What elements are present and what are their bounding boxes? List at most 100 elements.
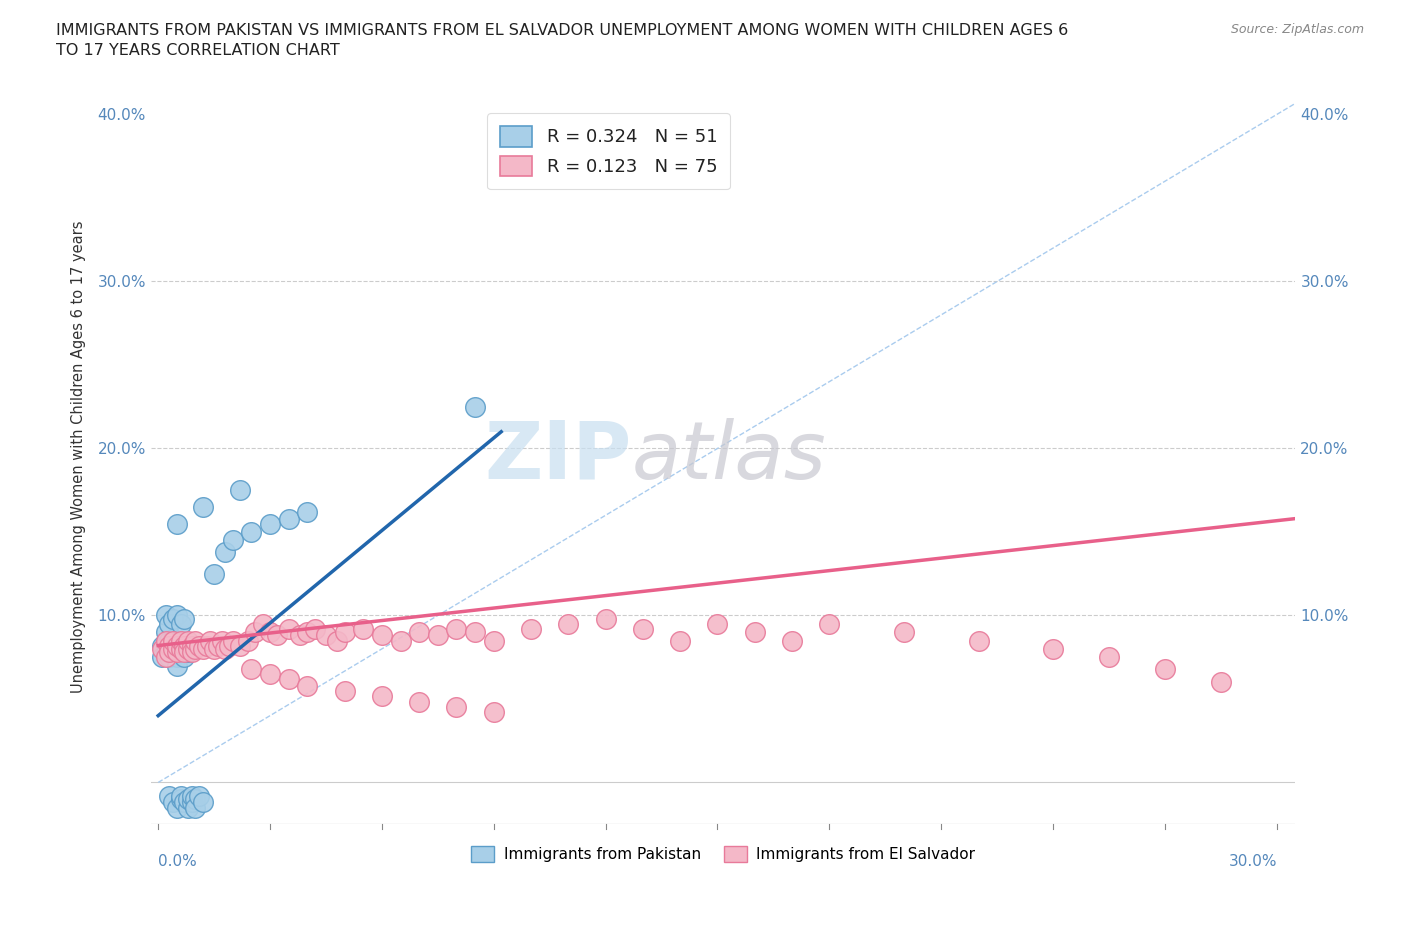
Point [173,611,195,626]
Point [297,678,319,693]
Point [520,157,543,172]
Point [288,628,311,643]
Point [180,644,202,659]
Point [177,644,200,659]
Point [297,504,319,519]
Point [184,642,207,657]
Point [446,621,468,636]
Point [180,789,202,804]
Point [166,636,188,651]
Text: 30.0%: 30.0% [1229,855,1277,870]
Point [157,633,180,648]
Point [173,650,195,665]
Point [259,667,281,682]
Point [169,638,191,653]
Point [211,633,233,648]
Point [214,545,236,560]
Point [464,399,486,414]
Point [162,638,184,653]
Point [166,642,188,657]
Point [595,611,617,626]
Point [166,644,188,659]
Point [389,633,412,648]
Point [326,633,349,648]
Point [893,625,915,640]
Point [150,642,173,657]
Point [408,695,430,710]
Point [180,795,202,810]
Point [304,621,326,636]
Text: IMMIGRANTS FROM PAKISTAN VS IMMIGRANTS FROM EL SALVADOR UNEMPLOYMENT AMONG WOMEN: IMMIGRANTS FROM PAKISTAN VS IMMIGRANTS F… [56,23,1069,58]
Point [162,633,184,648]
Point [155,633,177,648]
Point [520,621,543,636]
Point [426,628,449,643]
Point [229,483,252,498]
Point [631,621,654,636]
Point [240,525,263,539]
Point [162,795,184,810]
Point [482,705,505,720]
Point [150,638,173,653]
Point [173,644,195,659]
Point [352,621,374,636]
Point [166,516,188,531]
Point [214,642,236,657]
Point [240,661,263,676]
Text: atlas: atlas [631,418,827,496]
Point [173,795,195,810]
Point [169,617,191,631]
Point [157,642,180,657]
Point [277,512,299,526]
Point [184,791,207,806]
Point [259,625,281,640]
Point [669,633,692,648]
Point [169,642,191,657]
Point [191,499,214,514]
Point [155,633,177,648]
Point [333,684,356,698]
Point [243,625,266,640]
Point [166,658,188,673]
Y-axis label: Unemployment Among Women with Children Ages 6 to 17 years: Unemployment Among Women with Children A… [72,220,86,693]
Point [166,638,188,653]
Point [162,611,184,626]
Point [177,642,200,657]
Point [155,644,177,659]
Point [277,671,299,686]
Point [155,650,177,665]
Point [184,633,207,648]
Point [315,628,337,643]
Point [166,650,188,665]
Point [780,633,803,648]
Point [188,638,211,653]
Point [218,638,240,653]
Point [222,533,245,548]
Point [169,633,191,648]
Point [173,642,195,657]
Point [236,633,259,648]
Point [157,617,180,631]
Point [259,516,281,531]
Point [297,625,319,640]
Point [155,625,177,640]
Point [157,638,180,653]
Point [371,688,394,703]
Point [162,644,184,659]
Point [166,800,188,815]
Point [169,644,191,659]
Point [557,617,579,631]
Point [229,638,252,653]
Point [1209,675,1232,690]
Point [162,631,184,646]
Point [191,642,214,657]
Point [464,625,486,640]
Point [177,800,200,815]
Point [169,791,191,806]
Point [744,625,766,640]
Legend: Immigrants from Pakistan, Immigrants from El Salvador: Immigrants from Pakistan, Immigrants fro… [465,840,981,868]
Point [191,795,214,810]
Point [818,617,841,631]
Text: Source: ZipAtlas.com: Source: ZipAtlas.com [1230,23,1364,36]
Point [157,650,180,665]
